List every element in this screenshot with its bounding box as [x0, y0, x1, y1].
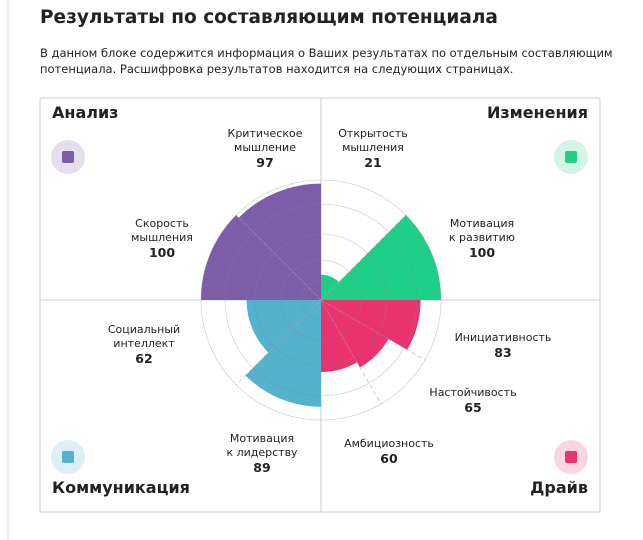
sector: [321, 300, 357, 372]
ring: [300, 279, 342, 321]
sector: [201, 215, 321, 300]
item-label: мышления: [131, 231, 193, 244]
divider: [320, 299, 426, 361]
icon: [62, 451, 74, 463]
ring: [200, 179, 442, 421]
group-title: Анализ: [52, 103, 118, 122]
icon: [62, 151, 74, 163]
item-label: Социальный: [108, 323, 180, 336]
item-label: Настойчивость: [429, 386, 516, 399]
ring: [280, 259, 362, 341]
item-label: Мотивация: [230, 432, 294, 445]
group-title: Изменения: [487, 103, 588, 122]
description: потенциала. Расшифровка результатов нахо…: [40, 62, 513, 76]
item-label: к лидерству: [226, 446, 298, 459]
item-label: Открытость: [338, 127, 407, 140]
divider: [235, 299, 322, 386]
divider: [320, 299, 382, 405]
item-value: 21: [364, 155, 381, 170]
item-label: Скорость: [135, 217, 189, 230]
title: Результаты по составляющим потенциала: [40, 7, 498, 28]
item-value: 65: [464, 400, 481, 415]
divider: [320, 214, 407, 301]
description: В данном блоке содержится информация о В…: [40, 46, 613, 60]
item-label: к развитию: [449, 231, 515, 244]
item-value: 89: [253, 460, 270, 475]
item-label: мышление: [234, 141, 296, 154]
item-value: 62: [135, 351, 152, 366]
item-label: мышления: [342, 141, 404, 154]
sector: [245, 300, 321, 407]
icon: [565, 451, 577, 463]
sector: [321, 300, 389, 368]
item-label: Инициативность: [455, 331, 552, 344]
frame: [39, 97, 601, 513]
ring: [254, 233, 388, 367]
icon: [565, 151, 577, 163]
ring: [224, 203, 418, 397]
sector: [238, 183, 321, 300]
group-title: Коммуникация: [52, 478, 190, 497]
item-value: 97: [256, 155, 273, 170]
item-value: 100: [149, 245, 175, 260]
item-value: 60: [380, 451, 398, 466]
group-title: Драйв: [530, 478, 588, 497]
item-label: Амбициозность: [344, 437, 434, 450]
sector: [321, 300, 421, 350]
item-label: интеллект: [113, 337, 175, 350]
item-label: Критическое: [228, 127, 303, 140]
sector: [321, 274, 339, 300]
divider: [235, 214, 322, 301]
sector: [246, 300, 321, 353]
sector: [321, 215, 441, 300]
item-value: 100: [469, 245, 495, 260]
item-value: 83: [494, 345, 511, 360]
item-label: Мотивация: [450, 217, 514, 230]
